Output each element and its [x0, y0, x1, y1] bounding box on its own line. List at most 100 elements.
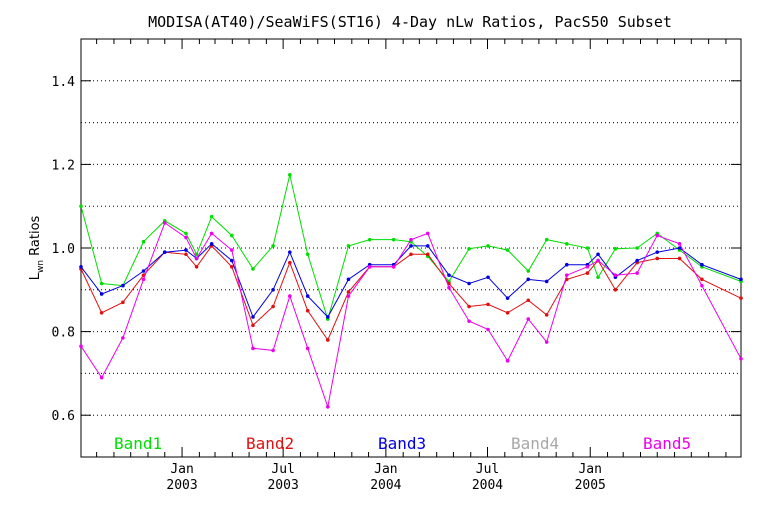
- data-point-band2: [739, 296, 743, 300]
- x-tick-label-month: Jan: [578, 462, 601, 477]
- data-point-band3: [305, 294, 310, 298]
- legend-item-band5: Band5: [643, 434, 691, 453]
- legend-item-band3: Band3: [378, 434, 426, 453]
- data-point-band5: [162, 221, 167, 225]
- data-point-band2: [271, 304, 275, 309]
- y-axis: 0.6 0.8 1.0 1.2 1.4: [52, 75, 741, 424]
- data-point-band2: [467, 304, 471, 309]
- data-point-band3: [409, 244, 413, 248]
- data-point-band3: [526, 277, 531, 282]
- data-point-band3: [596, 252, 600, 257]
- data-point-band2: [486, 302, 490, 307]
- legend: Band1 Band2 Band3 Band4 Band5: [114, 434, 691, 453]
- data-point-band2: [326, 338, 330, 342]
- data-point-band3: [271, 288, 275, 292]
- data-point-band3: [425, 244, 430, 248]
- data-point-band2: [184, 252, 188, 257]
- data-point-band2: [585, 271, 590, 275]
- y-tick-label: 0.8: [52, 326, 75, 341]
- data-point-band1: [585, 246, 590, 250]
- series-line-band1: [80, 174, 742, 321]
- data-point-band1: [596, 275, 600, 280]
- data-point-band3: [677, 246, 682, 250]
- data-point-band1: [251, 267, 255, 271]
- data-point-band3: [79, 265, 83, 269]
- data-point-band3: [346, 277, 351, 282]
- data-point-band1: [288, 173, 292, 177]
- y-axis-label-main: L: [28, 272, 43, 280]
- data-point-band5: [635, 271, 639, 275]
- data-point-band1: [564, 242, 569, 246]
- x-tick-label-year: 2004: [370, 478, 401, 493]
- data-point-band2: [425, 252, 430, 257]
- data-point-band5: [447, 285, 451, 290]
- data-point-band2: [229, 265, 234, 269]
- data-point-band5: [505, 359, 510, 363]
- data-point-band3: [121, 283, 125, 288]
- data-point-band2: [613, 288, 618, 292]
- y-tick-label: 1.2: [52, 158, 75, 173]
- data-point-band2: [655, 256, 660, 261]
- series-line-band5: [80, 222, 742, 409]
- data-point-band3: [141, 269, 146, 273]
- data-point-band1: [467, 247, 471, 251]
- data-point-band1: [346, 244, 351, 248]
- data-point-band5: [739, 356, 743, 361]
- data-point-band2: [700, 277, 704, 282]
- data-point-band3: [467, 281, 471, 286]
- y-tick-label: 0.6: [52, 409, 75, 424]
- data-point-band5: [613, 273, 618, 277]
- data-point-band2: [505, 310, 510, 315]
- x-tick-label-year: 2004: [472, 478, 503, 493]
- data-point-band2: [288, 260, 292, 265]
- grid-lines: [81, 80, 741, 416]
- x-tick-label-month: Jul: [271, 462, 294, 477]
- data-point-band3: [564, 262, 569, 267]
- data-point-band1: [99, 281, 104, 286]
- data-point-band1: [141, 239, 146, 244]
- data-point-band5: [121, 336, 125, 340]
- data-point-band2: [526, 298, 531, 303]
- data-point-band1: [613, 247, 618, 251]
- data-point-band3: [505, 296, 510, 300]
- data-point-band3: [700, 262, 704, 267]
- legend-item-band1: Band1: [114, 434, 162, 453]
- data-point-band5: [251, 346, 255, 351]
- data-point-band3: [209, 242, 214, 246]
- data-point-band2: [409, 252, 413, 257]
- x-tick-label-year: 2003: [166, 478, 197, 493]
- plot-frame: [80, 38, 742, 458]
- data-point-band1: [79, 204, 83, 208]
- data-point-band1: [305, 252, 310, 257]
- data-point-band5: [655, 233, 660, 238]
- data-point-band5: [585, 265, 590, 269]
- data-point-band3: [635, 258, 639, 263]
- data-point-band2: [99, 310, 104, 315]
- legend-item-band4: Band4: [511, 434, 559, 453]
- x-tick-label-month: Jan: [170, 462, 193, 477]
- data-point-band1: [505, 248, 510, 252]
- data-point-band5: [367, 265, 372, 269]
- data-point-band3: [99, 292, 104, 296]
- data-point-band5: [184, 235, 188, 240]
- data-point-band5: [209, 231, 214, 236]
- data-point-band3: [251, 315, 255, 319]
- series-line-band3: [80, 243, 742, 319]
- data-point-band3: [288, 250, 292, 254]
- data-point-band2: [251, 323, 255, 328]
- data-point-band5: [391, 265, 396, 269]
- data-point-band5: [467, 319, 471, 323]
- data-point-band5: [141, 277, 146, 282]
- data-point-band2: [194, 265, 199, 269]
- data-point-band1: [271, 244, 275, 248]
- data-point-band1: [229, 233, 234, 238]
- data-point-band5: [79, 344, 83, 349]
- data-point-band1: [367, 237, 372, 242]
- data-point-band5: [425, 231, 430, 236]
- data-point-band3: [162, 250, 167, 254]
- y-tick-label: 1.4: [52, 75, 76, 90]
- data-point-band2: [305, 308, 310, 313]
- y-axis-label-sub: wn: [36, 260, 46, 273]
